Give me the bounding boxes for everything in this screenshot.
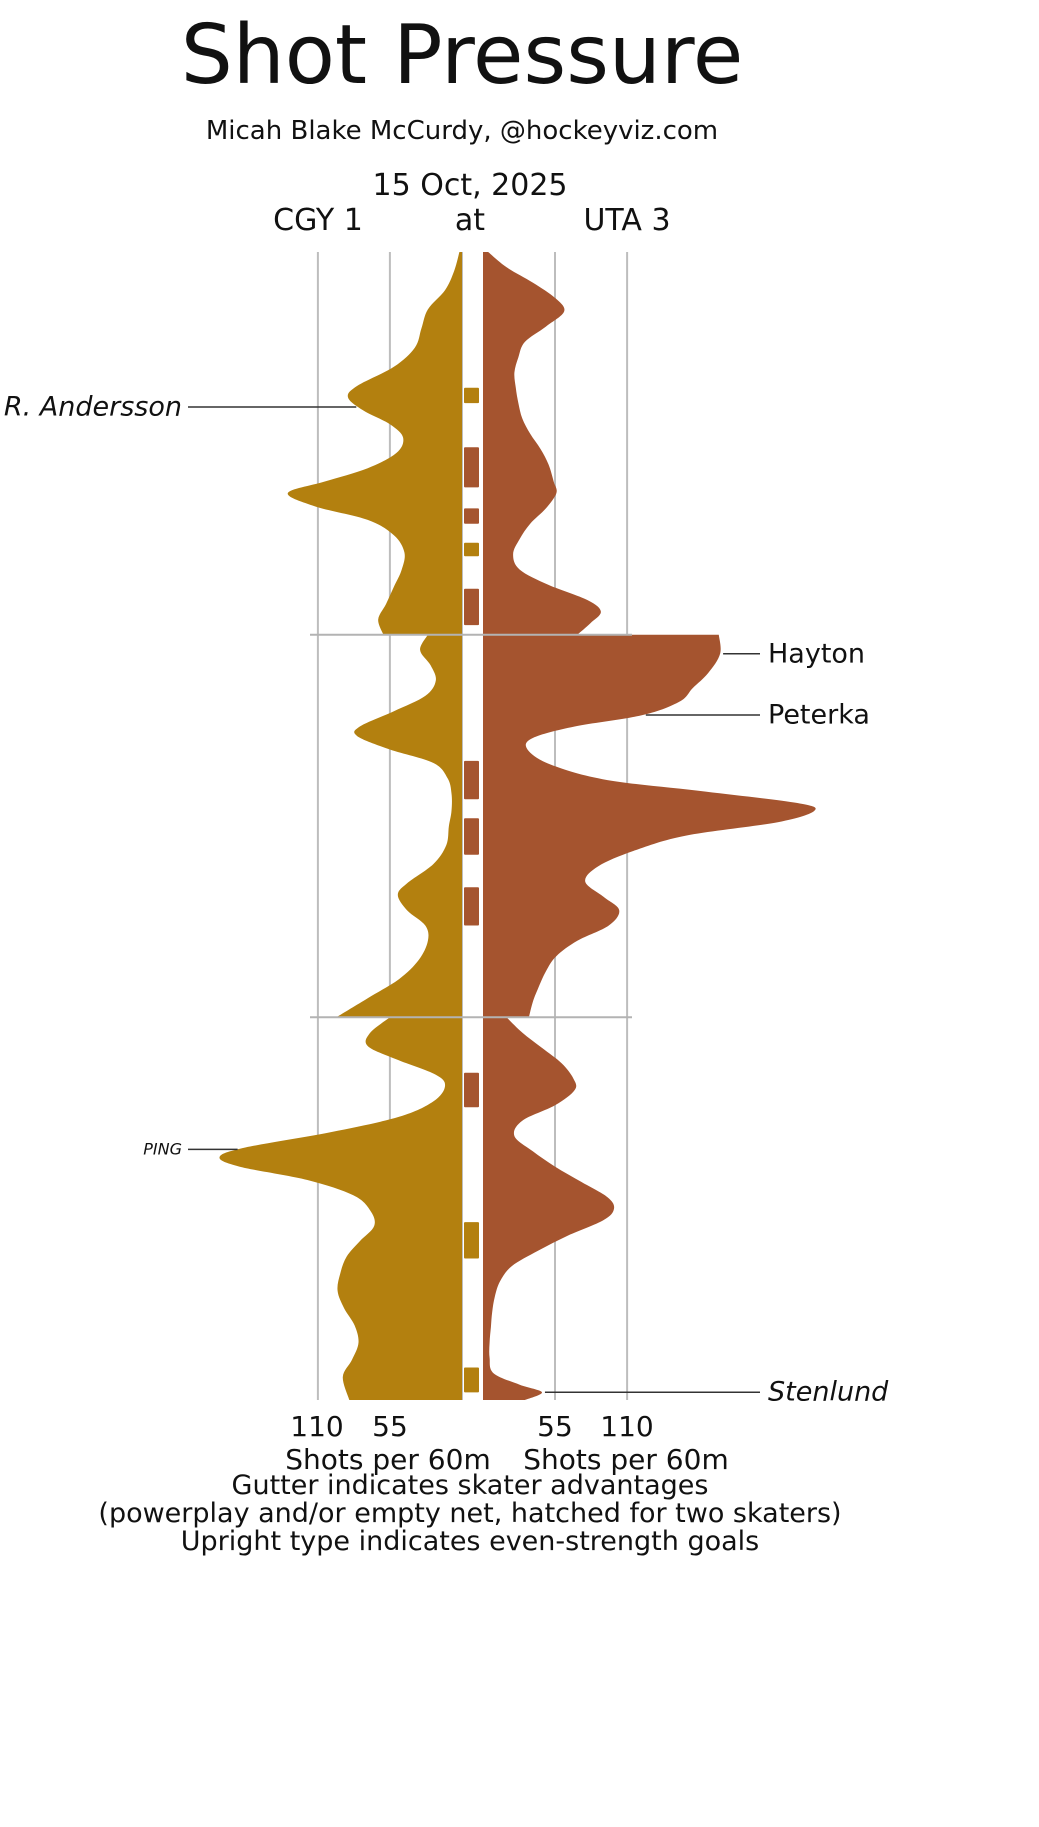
at-label: at [454, 203, 486, 238]
axis-label-left: Shots per 60m [285, 1443, 491, 1476]
gutter-advantage-mark [464, 760, 479, 800]
density-area-cgy-p3 [219, 1017, 462, 1400]
axis-label-right: Shots per 60m [523, 1443, 729, 1476]
page-title: Shot Pressure [180, 8, 744, 103]
gutter-advantage-mark [464, 1072, 479, 1108]
gutter-advantage-mark [464, 542, 479, 557]
axis-tick-right-55: 55 [537, 1410, 573, 1443]
gutter-advantage-mark [464, 887, 479, 926]
density-area-uta-p3 [483, 1017, 615, 1400]
density-area-uta-p2 [483, 634, 816, 1018]
axis-tick-right-110: 110 [600, 1410, 654, 1443]
footer-goals-note: Upright type indicates even-strength goa… [180, 1526, 760, 1557]
gutter-advantage-mark [464, 1367, 479, 1393]
footer-gutter-note: Gutter indicates skater advantages [231, 1470, 709, 1501]
axis-tick-left-55: 55 [372, 1410, 408, 1443]
home-team-score: UTA 3 [583, 203, 671, 238]
gutter-advantage-mark [464, 447, 479, 488]
gutter-advantage-mark [464, 588, 479, 626]
density-area-uta-p1 [483, 252, 601, 635]
axis-tick-left-110: 110 [290, 1410, 344, 1443]
gutter-advantage-mark [464, 387, 479, 404]
gutter-advantage-mark [464, 508, 479, 524]
density-area-cgy-p1 [287, 252, 462, 635]
away-team-score: CGY 1 [273, 203, 363, 238]
gutter-advantage-mark [464, 1222, 479, 1259]
credit-line: Micah Blake McCurdy, @hockeyviz.com [205, 116, 719, 146]
gutter-advantage-mark [464, 818, 479, 855]
footer-powerplay-note: (powerplay and/or empty net, hatched for… [98, 1498, 842, 1529]
game-date: 15 Oct, 2025 [372, 168, 568, 203]
density-area-cgy-p2 [336, 634, 462, 1018]
